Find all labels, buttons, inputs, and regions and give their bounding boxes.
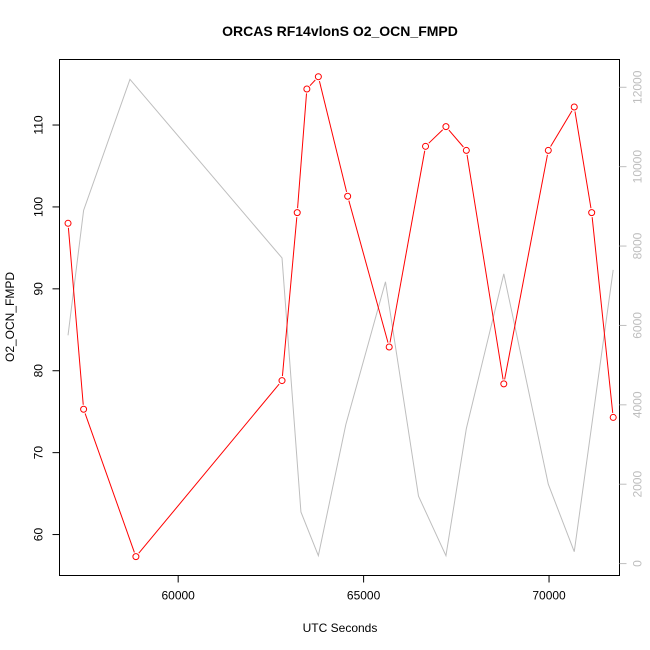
series-segment: [550, 110, 573, 147]
data-point: [462, 146, 470, 154]
data-point: [303, 85, 311, 93]
series-segment: [297, 93, 308, 209]
y-axis-label: O2_OCN_FMPD: [3, 272, 17, 362]
series-segment: [389, 150, 426, 343]
y-tick-label: 90: [32, 282, 46, 296]
data-point: [344, 192, 352, 200]
data-point: [64, 219, 72, 227]
data-point: [442, 123, 450, 131]
y-tick-label: 80: [32, 364, 46, 378]
x-tick-label: 60000: [161, 589, 195, 603]
series-line-secondary: [67, 78, 614, 558]
data-point: [293, 209, 301, 217]
series-segment: [309, 79, 316, 87]
y-tick-label: 70: [32, 446, 46, 460]
data-point: [544, 146, 552, 154]
series-segment: [84, 413, 135, 553]
series-segment: [428, 129, 444, 144]
y-axis: 60 70 80 90 100 110: [32, 115, 60, 541]
data-point: [570, 103, 578, 111]
y-tick-label: 60: [32, 528, 46, 542]
data-point: [500, 380, 508, 388]
data-point: [278, 377, 286, 385]
series-segment: [448, 129, 464, 148]
series-segment: [591, 217, 614, 414]
data-point: [588, 209, 596, 217]
y2-tick-label: 8000: [631, 232, 645, 259]
x-axis-label: UTC Seconds: [303, 621, 378, 635]
y2-tick-label: 4000: [631, 391, 645, 418]
y2-tick-label: 10000: [631, 150, 645, 184]
series-segment: [67, 227, 84, 405]
data-point: [609, 413, 617, 421]
data-point: [314, 73, 322, 81]
y2-tick-label: 12000: [631, 70, 645, 104]
y2-tick-label: 0: [631, 560, 645, 567]
series-segment: [504, 154, 548, 380]
y-tick-label: 110: [32, 115, 46, 134]
series-segment: [281, 217, 298, 377]
series-segment: [466, 154, 504, 380]
x-tick-label: 70000: [532, 589, 566, 603]
y-tick-label: 100: [32, 197, 46, 217]
x-axis: 60000 65000 70000: [161, 575, 566, 603]
series-segment: [348, 200, 389, 343]
x-tick-label: 65000: [347, 589, 381, 603]
chart-title: ORCAS RF14vlonS O2_OCN_FMPD: [222, 23, 458, 39]
data-point: [422, 142, 430, 150]
series-segment: [574, 111, 592, 209]
plot-frame: [59, 59, 620, 576]
series-layer: [64, 73, 617, 561]
series-segment: [318, 80, 348, 193]
y2-tick-label: 2000: [631, 471, 645, 498]
y2-tick-label: 6000: [631, 312, 645, 339]
data-point: [132, 553, 140, 561]
data-point: [80, 405, 88, 413]
y2-axis: 0 2000 4000 6000 8000 10000 12000: [619, 70, 645, 567]
data-point: [385, 343, 393, 351]
series-segment: [138, 383, 280, 554]
